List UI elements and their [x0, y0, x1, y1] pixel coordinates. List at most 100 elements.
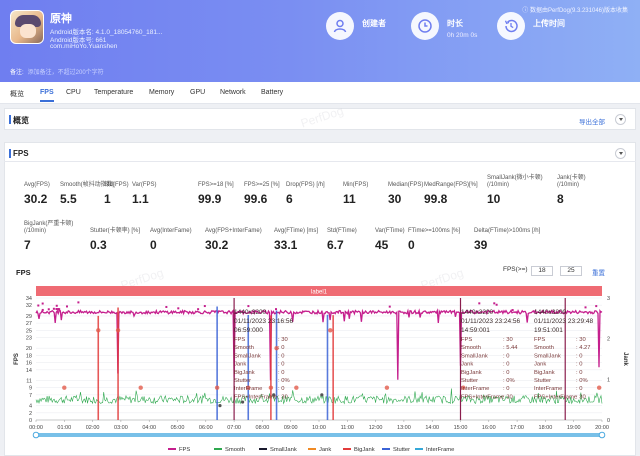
legend-label: Jank: [319, 447, 331, 453]
fps-marker: [511, 309, 514, 312]
metric-label: Avg(FPS): [24, 182, 50, 188]
metric-label: Smooth(帧抖动指数): [60, 182, 115, 188]
fps-threshold-low-input[interactable]: 18: [531, 266, 553, 276]
metric-label: Std(FTime): [327, 228, 357, 234]
export-all-link[interactable]: 导出全部: [579, 119, 605, 126]
game-icon: [10, 10, 44, 44]
metric-label: Avg(FTime) [ms]: [274, 228, 319, 234]
metric-label: Jank(卡顿) (/10min): [557, 175, 586, 188]
metric-row1-10: SmallJank(微小卡顿) (/10min) 10: [487, 175, 543, 206]
remark-field[interactable]: 备注: 添加备注，不超过200个字符: [10, 67, 104, 76]
tooltip-row-value: : 30: [503, 337, 513, 343]
bigjank-marker: [246, 385, 251, 390]
metric-value: 39: [474, 238, 488, 252]
x-tick-label: 02:00: [86, 425, 100, 431]
metric-label: Var(FTime): [375, 228, 405, 234]
x-tick-label: 10:00: [312, 425, 326, 431]
legend-label: Stutter: [393, 447, 410, 453]
fps-marker: [247, 305, 250, 308]
tooltip-time: 19:51:001: [534, 327, 563, 334]
label-bar[interactable]: [36, 286, 602, 296]
smalljank-marker: [218, 404, 222, 408]
metric-label: Min(FPS): [343, 182, 369, 188]
x-tick-label: 06:00: [199, 425, 213, 431]
fps-chart[interactable]: label10247911141618202325272932340123FPS…: [0, 280, 640, 456]
app-version-name: Android版本名: 4.1.0_18054760_181...: [50, 29, 163, 36]
tab-overview[interactable]: 概览: [10, 91, 24, 98]
duration-value: 0h 20m 0s: [447, 32, 478, 39]
series-smooth: [35, 388, 603, 405]
fps-marker: [584, 306, 587, 309]
tooltip-row-key: Stutter: [461, 378, 478, 384]
metric-row1-4: FPS>=18 [%] 99.9: [198, 175, 234, 206]
tooltip-row-key: BigJank: [534, 370, 555, 376]
scroll-handle-right[interactable]: [598, 431, 606, 439]
x-tick-label: 12:00: [369, 425, 383, 431]
fps-collapse-button[interactable]: [615, 148, 626, 159]
source-note: ⓘ 数据由PerfDog(9.3.231046)版本收集: [522, 5, 628, 14]
x-tick-label: 05:00: [171, 425, 185, 431]
tab-cpu[interactable]: CPU: [66, 89, 81, 96]
y-tick-label: 9: [29, 386, 32, 392]
overview-collapse-button[interactable]: [615, 114, 626, 125]
tab-bar: 概览 FPS CPU Temperature Memory GPU Networ…: [0, 82, 640, 104]
tab-gpu[interactable]: GPU: [190, 89, 206, 96]
chart-title: FPS: [16, 268, 31, 277]
scroll-handle-left[interactable]: [32, 431, 40, 439]
metric-label: FPS>=25 [%]: [244, 182, 280, 188]
bigjank-marker: [214, 385, 220, 390]
metric-row2-2: Avg(InterFame) 0: [150, 221, 192, 252]
x-tick-label: 15:00: [454, 425, 468, 431]
metric-value: 7: [24, 238, 31, 252]
tab-fps[interactable]: FPS: [40, 89, 54, 102]
section-accent: [9, 149, 11, 158]
metric-label: MedRange(FPS)[%]: [424, 182, 478, 188]
tooltip-row-key: Jank: [234, 362, 246, 368]
tab-temperature[interactable]: Temperature: [94, 89, 134, 96]
metric-label: Std(FPS): [104, 182, 129, 188]
tab-memory[interactable]: Memory: [149, 89, 175, 96]
fps-marker: [478, 302, 481, 305]
metric-row2-3: Avg(FPS+InterFame) 30.2: [205, 221, 262, 252]
bigjank-marker: [274, 346, 279, 351]
tooltip-row-key: BigJank: [234, 370, 255, 376]
fps-card: FPS: [4, 142, 636, 456]
fps-marker: [41, 302, 44, 305]
tooltip-row-value: : 0: [576, 362, 582, 368]
reset-link[interactable]: 重置: [592, 270, 605, 277]
overview-card: 概览 导出全部: [4, 108, 636, 130]
tooltip-time: 14:59:001: [461, 327, 490, 334]
info-icon: ⓘ: [522, 8, 530, 14]
fps-threshold-high-input[interactable]: 25: [560, 266, 582, 276]
legend-label: InterFrame: [426, 447, 454, 453]
x-tick-label: 09:00: [284, 425, 298, 431]
x-tick-label: 18:00: [539, 425, 553, 431]
tab-network[interactable]: Network: [220, 89, 246, 96]
time-scrollbar-thumb[interactable]: [36, 433, 602, 437]
metric-label: FTime>=100ms [%]: [408, 228, 461, 234]
section-accent: [9, 115, 11, 124]
fps-marker: [37, 304, 40, 307]
tooltip-resolution: 1440x3200: [461, 309, 494, 316]
bigjank-marker: [115, 328, 121, 333]
label-bar-text: label1: [311, 290, 328, 296]
metric-row1-11: Jank(卡顿) (/10min) 8: [557, 175, 586, 206]
tab-battery[interactable]: Battery: [261, 89, 284, 96]
clock-icon: [411, 12, 439, 40]
metric-value: 1: [104, 192, 111, 206]
x-tick-label: 01:00: [57, 425, 71, 431]
y2-axis-title: Jank: [622, 352, 628, 366]
tooltip-datetime: 01/11/2023 23:24:56: [461, 318, 521, 325]
tooltip-row-value: : 0: [278, 386, 284, 392]
x-tick-label: 07:00: [227, 425, 241, 431]
metric-label: FPS>=18 [%]: [198, 182, 234, 188]
y2-tick-label: 3: [607, 296, 610, 302]
x-tick-label: 11:00: [341, 425, 354, 431]
x-tick-label: 13:00: [397, 425, 411, 431]
legend-label: SmallJank: [270, 447, 297, 453]
upload-time-label: 上传时间: [533, 19, 565, 28]
fps-title: FPS: [13, 149, 29, 158]
bigjank-marker: [62, 385, 67, 390]
y-tick-label: 27: [26, 321, 32, 327]
metric-value: 5.5: [60, 192, 77, 206]
